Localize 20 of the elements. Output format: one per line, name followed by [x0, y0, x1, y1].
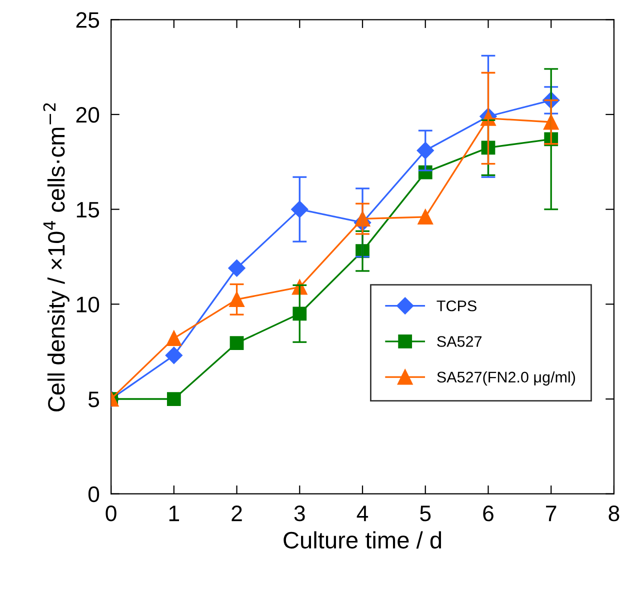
- y-tick-label: 15: [76, 202, 100, 218]
- x-tick-label: 2: [232, 506, 242, 522]
- x-tick-label: 5: [420, 506, 431, 522]
- x-tick-label: 1: [169, 506, 180, 522]
- x-tick-label: 6: [483, 506, 494, 522]
- x-tick-label: 7: [546, 506, 556, 522]
- y-tick-label: 20: [76, 107, 100, 123]
- y-tick-label: 10: [76, 296, 100, 312]
- x-tick-label: 3: [294, 506, 305, 522]
- legend-label: SA527(FN2.0 μg/ml): [437, 371, 576, 386]
- x-axis-title: Culture time / d: [284, 531, 442, 549]
- y-axis-title: Cell density / ×10$^{4}$ cells·cm$^{−2}$: [43, 103, 70, 412]
- y-tick-label: 5: [88, 392, 100, 408]
- y-tick-label: 25: [76, 12, 100, 28]
- x-tick-label: 8: [608, 506, 620, 522]
- legend-label: TCPS: [436, 300, 476, 312]
- y-tick-label: 0: [88, 486, 100, 502]
- x-tick-label: 0: [106, 506, 116, 522]
- legend-label: SA527: [437, 336, 482, 347]
- x-tick-label: 4: [356, 506, 368, 522]
